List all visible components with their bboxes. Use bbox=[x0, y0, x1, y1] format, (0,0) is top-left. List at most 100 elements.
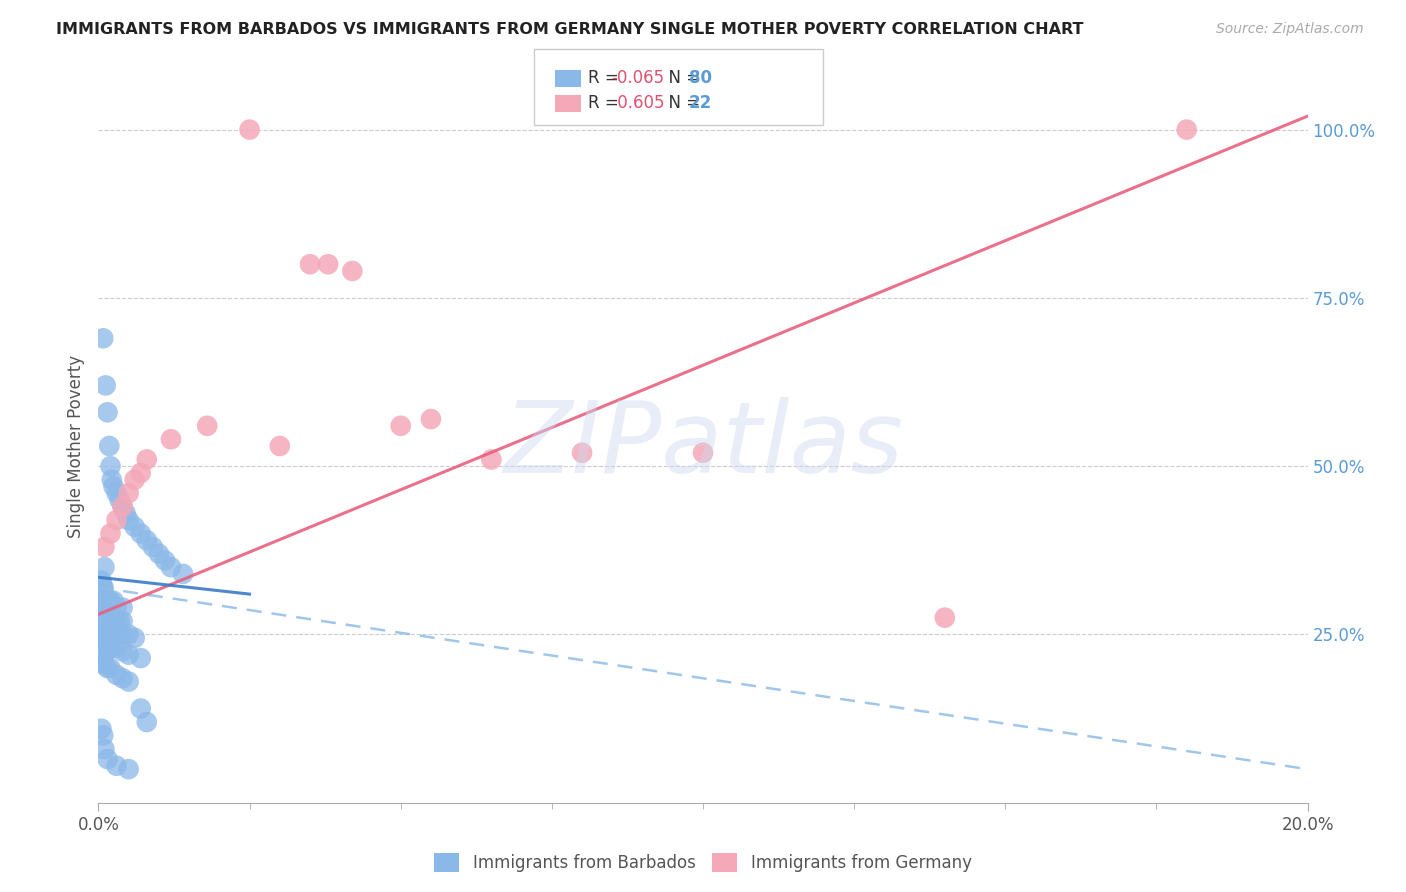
Point bbox=[96, 752, 118, 766]
Point bbox=[571, 446, 593, 460]
Point bbox=[342, 264, 364, 278]
Point bbox=[934, 610, 956, 624]
Point bbox=[118, 486, 141, 500]
Point bbox=[111, 614, 134, 628]
Point bbox=[160, 560, 183, 574]
Point bbox=[90, 634, 112, 648]
Point bbox=[93, 607, 115, 622]
Point bbox=[96, 594, 118, 608]
Point bbox=[111, 627, 134, 641]
Point bbox=[90, 600, 112, 615]
Point bbox=[108, 614, 131, 628]
Text: N =: N = bbox=[658, 70, 706, 87]
Text: R =: R = bbox=[588, 70, 624, 87]
Point bbox=[90, 722, 112, 736]
Point bbox=[91, 617, 114, 632]
Point bbox=[114, 506, 136, 520]
Point bbox=[100, 473, 122, 487]
Point bbox=[135, 533, 157, 548]
Point bbox=[269, 439, 291, 453]
Point bbox=[111, 600, 134, 615]
Point bbox=[105, 640, 128, 655]
Point bbox=[239, 122, 262, 136]
Point bbox=[96, 610, 118, 624]
Point bbox=[96, 638, 118, 652]
Point bbox=[94, 594, 117, 608]
Point bbox=[93, 560, 115, 574]
Point bbox=[172, 566, 194, 581]
Point bbox=[111, 500, 134, 514]
Point bbox=[105, 758, 128, 772]
Point bbox=[124, 631, 146, 645]
Point bbox=[124, 520, 146, 534]
Text: 22: 22 bbox=[689, 95, 713, 112]
Point bbox=[111, 500, 134, 514]
Point bbox=[93, 540, 115, 554]
Point bbox=[129, 466, 152, 480]
Point bbox=[692, 446, 714, 460]
Point bbox=[129, 526, 152, 541]
Text: 80: 80 bbox=[689, 70, 711, 87]
Point bbox=[100, 526, 122, 541]
Point bbox=[96, 621, 118, 635]
Text: -0.065: -0.065 bbox=[612, 70, 665, 87]
Point bbox=[100, 624, 122, 639]
Point bbox=[100, 594, 122, 608]
Text: ZIPatlas: ZIPatlas bbox=[503, 398, 903, 494]
Point bbox=[90, 574, 112, 588]
Point bbox=[142, 540, 165, 554]
Point bbox=[135, 714, 157, 729]
Point bbox=[100, 459, 122, 474]
Point bbox=[91, 634, 114, 648]
Point bbox=[100, 634, 122, 648]
Point bbox=[105, 600, 128, 615]
Point bbox=[118, 627, 141, 641]
Point bbox=[91, 607, 114, 622]
Point bbox=[93, 742, 115, 756]
Point bbox=[93, 587, 115, 601]
Text: 0.605: 0.605 bbox=[612, 95, 664, 112]
Point bbox=[129, 701, 152, 715]
Point bbox=[90, 614, 112, 628]
Point bbox=[316, 257, 339, 271]
Point bbox=[118, 513, 141, 527]
Text: R =: R = bbox=[588, 95, 624, 112]
Point bbox=[94, 378, 117, 392]
Point bbox=[93, 634, 115, 648]
Point bbox=[124, 473, 146, 487]
Point bbox=[96, 661, 118, 675]
Point bbox=[94, 607, 117, 622]
Point bbox=[100, 610, 122, 624]
Point bbox=[118, 762, 141, 776]
Point bbox=[389, 418, 412, 433]
Point bbox=[299, 257, 322, 271]
Point bbox=[111, 644, 134, 658]
Point bbox=[91, 580, 114, 594]
Point bbox=[100, 640, 122, 655]
Point bbox=[91, 580, 114, 594]
Point bbox=[1175, 122, 1198, 136]
Point bbox=[129, 651, 152, 665]
Point bbox=[96, 405, 118, 419]
Point bbox=[91, 729, 114, 743]
Point bbox=[90, 655, 112, 669]
Point bbox=[100, 661, 122, 675]
Point bbox=[103, 594, 125, 608]
Text: IMMIGRANTS FROM BARBADOS VS IMMIGRANTS FROM GERMANY SINGLE MOTHER POVERTY CORREL: IMMIGRANTS FROM BARBADOS VS IMMIGRANTS F… bbox=[56, 22, 1084, 37]
Point bbox=[105, 668, 128, 682]
Text: Source: ZipAtlas.com: Source: ZipAtlas.com bbox=[1216, 22, 1364, 37]
Point bbox=[195, 418, 218, 433]
Point bbox=[105, 614, 128, 628]
Point bbox=[94, 621, 117, 635]
Point bbox=[118, 674, 141, 689]
Point bbox=[94, 638, 117, 652]
Point bbox=[91, 655, 114, 669]
Point bbox=[148, 547, 170, 561]
Point bbox=[105, 624, 128, 639]
Point bbox=[98, 439, 121, 453]
Point bbox=[108, 492, 131, 507]
Point bbox=[105, 513, 128, 527]
Point bbox=[118, 648, 141, 662]
Point bbox=[91, 331, 114, 345]
Point bbox=[420, 412, 443, 426]
